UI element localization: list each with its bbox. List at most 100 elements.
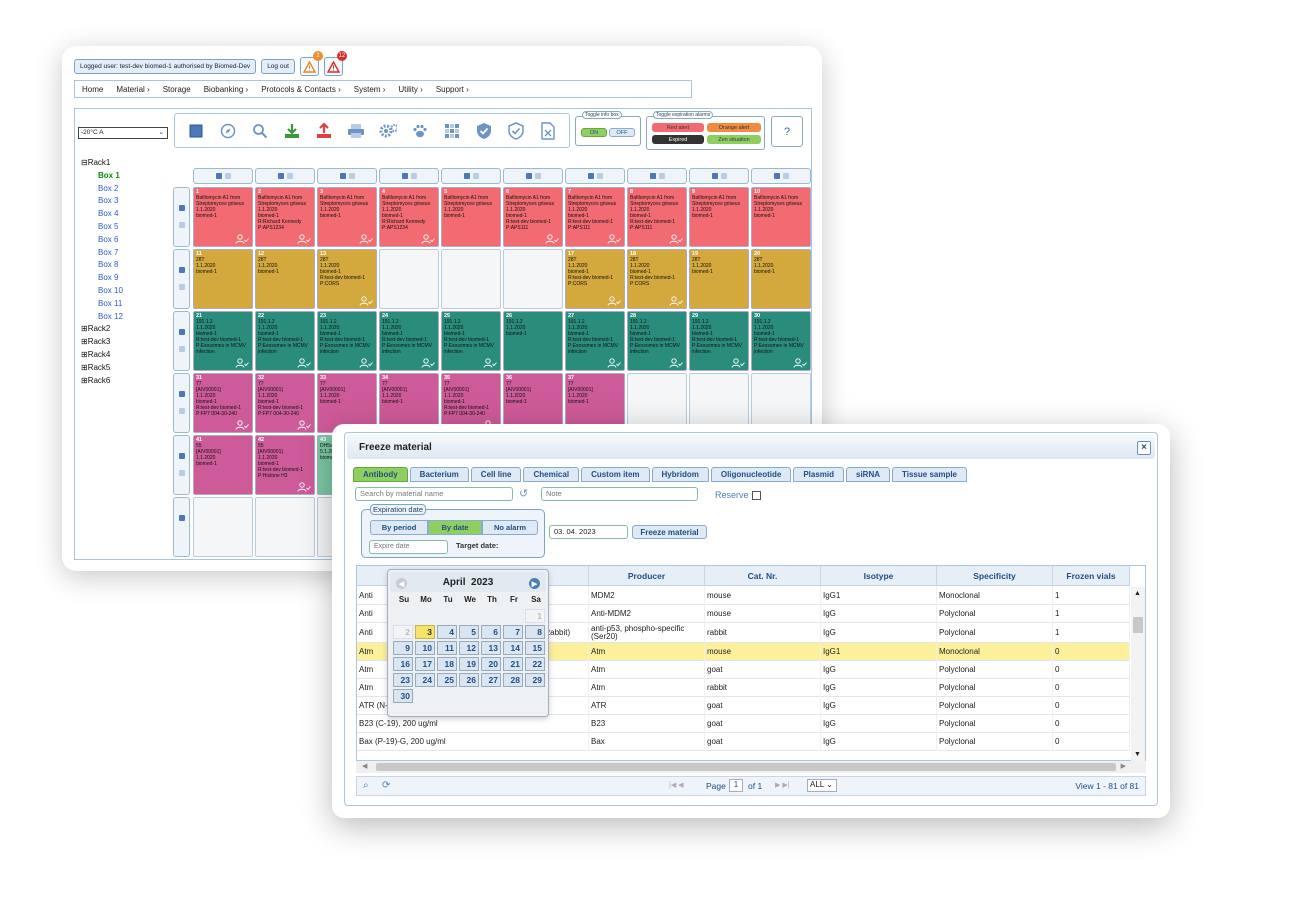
tree-box-10[interactable]: Box 10 (98, 285, 123, 295)
logout-button[interactable]: Log out (261, 59, 295, 74)
sample-cell[interactable]: 24 191.1.2 1.1.2020 biomed-1 R:test-dev biom… (379, 311, 439, 371)
select-column-icon[interactable] (587, 173, 594, 179)
calendar-day[interactable]: 22 (525, 657, 545, 671)
tab-hybridom[interactable]: Hybridom (651, 467, 709, 482)
sample-cell[interactable]: 22 191.1.2 1.1.2020 biomed-1 R:test-dev biom… (255, 311, 315, 371)
clear-row-icon[interactable] (179, 222, 185, 228)
clear-column-icon[interactable] (720, 173, 727, 179)
select-row-icon[interactable] (179, 391, 185, 397)
sample-cell[interactable]: 29 191.1.2 1.1.2020 biomed-1 R:test-dev biom… (689, 311, 749, 371)
expire-date-input[interactable]: Expire date (369, 540, 448, 554)
orange-alarm-button[interactable]: 2 (299, 51, 323, 76)
animals-tool[interactable] (411, 122, 429, 140)
search-icon[interactable]: ⌕ (363, 780, 369, 791)
scroll-down-icon[interactable]: ▼ (1134, 751, 1141, 758)
row-header[interactable] (173, 311, 190, 371)
empty-slot[interactable] (627, 373, 687, 433)
calendar-day[interactable]: 29 (525, 673, 545, 687)
sample-cell[interactable]: 21 191.1.2 1.1.2020 biomed-1 R:test-dev biom… (193, 311, 253, 371)
row-header[interactable] (173, 435, 190, 495)
clear-column-icon[interactable] (224, 173, 231, 179)
clear-column-icon[interactable] (534, 173, 541, 179)
table-row[interactable]: Atm Atm goat IgG Polyclonal 0 (357, 661, 1130, 679)
sample-cell[interactable]: 26 191.1.2 1.1.2020 biomed-1 (503, 311, 563, 371)
print-tool[interactable] (347, 122, 365, 140)
scroll-left-icon[interactable]: ◀ (362, 763, 368, 770)
column-header[interactable]: Specificity (937, 566, 1053, 586)
sample-cell[interactable]: 12 28T 1.1.2020 biomed-1 (255, 249, 315, 309)
tab-custom-item[interactable]: Custom item (581, 467, 650, 482)
calendar-day[interactable]: 30 (393, 689, 413, 703)
row-header[interactable] (173, 249, 190, 309)
sample-cell[interactable]: 13 28T 1.1.2020 biomed-1 R:test-dev biomed-1… (317, 249, 377, 309)
sample-cell[interactable]: 9 Bafilomycin A1 from Streptomyces griseus… (689, 187, 749, 247)
table-row[interactable]: B23 (C-19), 200 ug/ml B23 goat IgG Polyclona… (357, 715, 1130, 733)
sample-cell[interactable]: 18 28T 1.1.2020 biomed-1 R:test-dev biomed-1… (627, 249, 687, 309)
sample-cell[interactable]: 28 191.1.2 1.1.2020 biomed-1 R:test-dev biom… (627, 311, 687, 371)
clear-column-icon[interactable] (348, 173, 355, 179)
sample-cell[interactable]: 34 77 [AIV00001] 1.1.2020 biomed-1 (379, 373, 439, 433)
calendar-day[interactable]: 1 (525, 609, 545, 623)
select-row-icon[interactable] (179, 267, 185, 273)
page-input[interactable]: 1 (729, 779, 743, 792)
grid-tool[interactable] (443, 122, 461, 140)
calendar-day[interactable]: 25 (437, 673, 457, 687)
scroll-right-icon[interactable]: ▶ (1120, 763, 1126, 770)
calendar-day[interactable]: 19 (459, 657, 479, 671)
tree-box-4[interactable]: Box 4 (98, 209, 119, 219)
sample-cell[interactable]: 37 77 [AIV00001] 1.1.2020 biomed-1 (565, 373, 625, 433)
clear-column-icon[interactable] (658, 173, 665, 179)
clear-row-icon[interactable] (179, 284, 185, 290)
tab-oligonucleotide[interactable]: Oligonucleotide (710, 467, 792, 482)
column-header[interactable] (255, 168, 315, 184)
calendar-day[interactable]: 26 (459, 673, 479, 687)
column-header[interactable]: Producer (589, 566, 705, 586)
reset-icon[interactable]: ↺ (519, 488, 529, 500)
column-header[interactable] (689, 168, 749, 184)
sample-cell[interactable]: 1 Bafilomycin A1 from Streptomyces griseus… (193, 187, 253, 247)
help-button[interactable]: ? (771, 116, 803, 147)
sample-cell[interactable]: 6 Bafilomycin A1 from Streptomyces griseus… (503, 187, 563, 247)
clear-column-icon[interactable] (472, 173, 479, 179)
note-input[interactable]: Note (541, 487, 698, 501)
select-row-icon[interactable] (179, 205, 185, 211)
menu-utility[interactable]: Utility › (398, 84, 423, 94)
tree-rack-2[interactable]: ⊞Rack2 (81, 323, 123, 336)
calendar-day[interactable]: 2 (393, 625, 413, 639)
tree-rack-3[interactable]: ⊞Rack3 (81, 336, 123, 349)
calendar-day[interactable]: 17 (415, 657, 435, 671)
table-row[interactable]: Atm Atm rabbit IgG Polyclonal 0 (357, 679, 1130, 697)
prev-month-icon[interactable]: ◀ (396, 578, 407, 589)
sample-cell[interactable]: 4 Bafilomycin A1 from Streptomyces griseus… (379, 187, 439, 247)
menu-storage[interactable]: Storage (162, 84, 191, 94)
tree-box-8[interactable]: Box 8 (98, 260, 119, 270)
zen-toggle[interactable]: Zen situation (707, 135, 761, 144)
tree-box-2[interactable]: Box 2 (98, 183, 119, 193)
expand-icon[interactable]: ⊞ (81, 324, 88, 334)
import-tool[interactable] (283, 122, 301, 140)
expand-icon[interactable]: ⊞ (81, 362, 88, 372)
search-tool[interactable] (251, 122, 269, 140)
column-header[interactable] (193, 168, 253, 184)
tree-box-7[interactable]: Box 7 (98, 247, 119, 257)
sample-cell[interactable]: 17 28T 1.1.2020 biomed-1 R:test-dev biomed-1… (565, 249, 625, 309)
storage-select[interactable]: -20°C A ⌄ (78, 127, 168, 139)
sample-cell[interactable]: 32 77 [AIV00001] 1.1.2020 biomed-1 R:test-dev… (255, 373, 315, 433)
tree-box-12[interactable]: Box 12 (98, 311, 123, 321)
expand-icon[interactable]: ⊞ (81, 337, 88, 347)
table-row[interactable]: Atm Atm mouse IgG1 Monoclonal 0 (357, 643, 1130, 661)
select-all-tool[interactable] (187, 122, 205, 140)
clear-row-icon[interactable] (179, 408, 185, 414)
sample-cell[interactable]: 5 Bafilomycin A1 from Streptomyces griseus… (441, 187, 501, 247)
target-date-input[interactable]: 03. 04. 2023 (549, 525, 628, 539)
table-row[interactable]: Bax (P-19)-G, 200 ug/ml Bax goat IgG Polyclo… (357, 733, 1130, 751)
vertical-scrollbar[interactable]: ▲ ▼ (1131, 587, 1145, 761)
calendar-day[interactable]: 28 (503, 673, 523, 687)
sample-cell[interactable]: 41 55 [AIV00001] 1.1.2020 biomed-1 (193, 435, 253, 495)
export-tool[interactable] (315, 121, 333, 140)
tree-box-6[interactable]: Box 6 (98, 234, 119, 244)
row-header[interactable] (173, 187, 190, 247)
clear-column-icon[interactable] (782, 173, 789, 179)
tab-bacterium[interactable]: Bacterium (409, 467, 469, 482)
tree-rack-4[interactable]: ⊞Rack4 (81, 349, 123, 362)
